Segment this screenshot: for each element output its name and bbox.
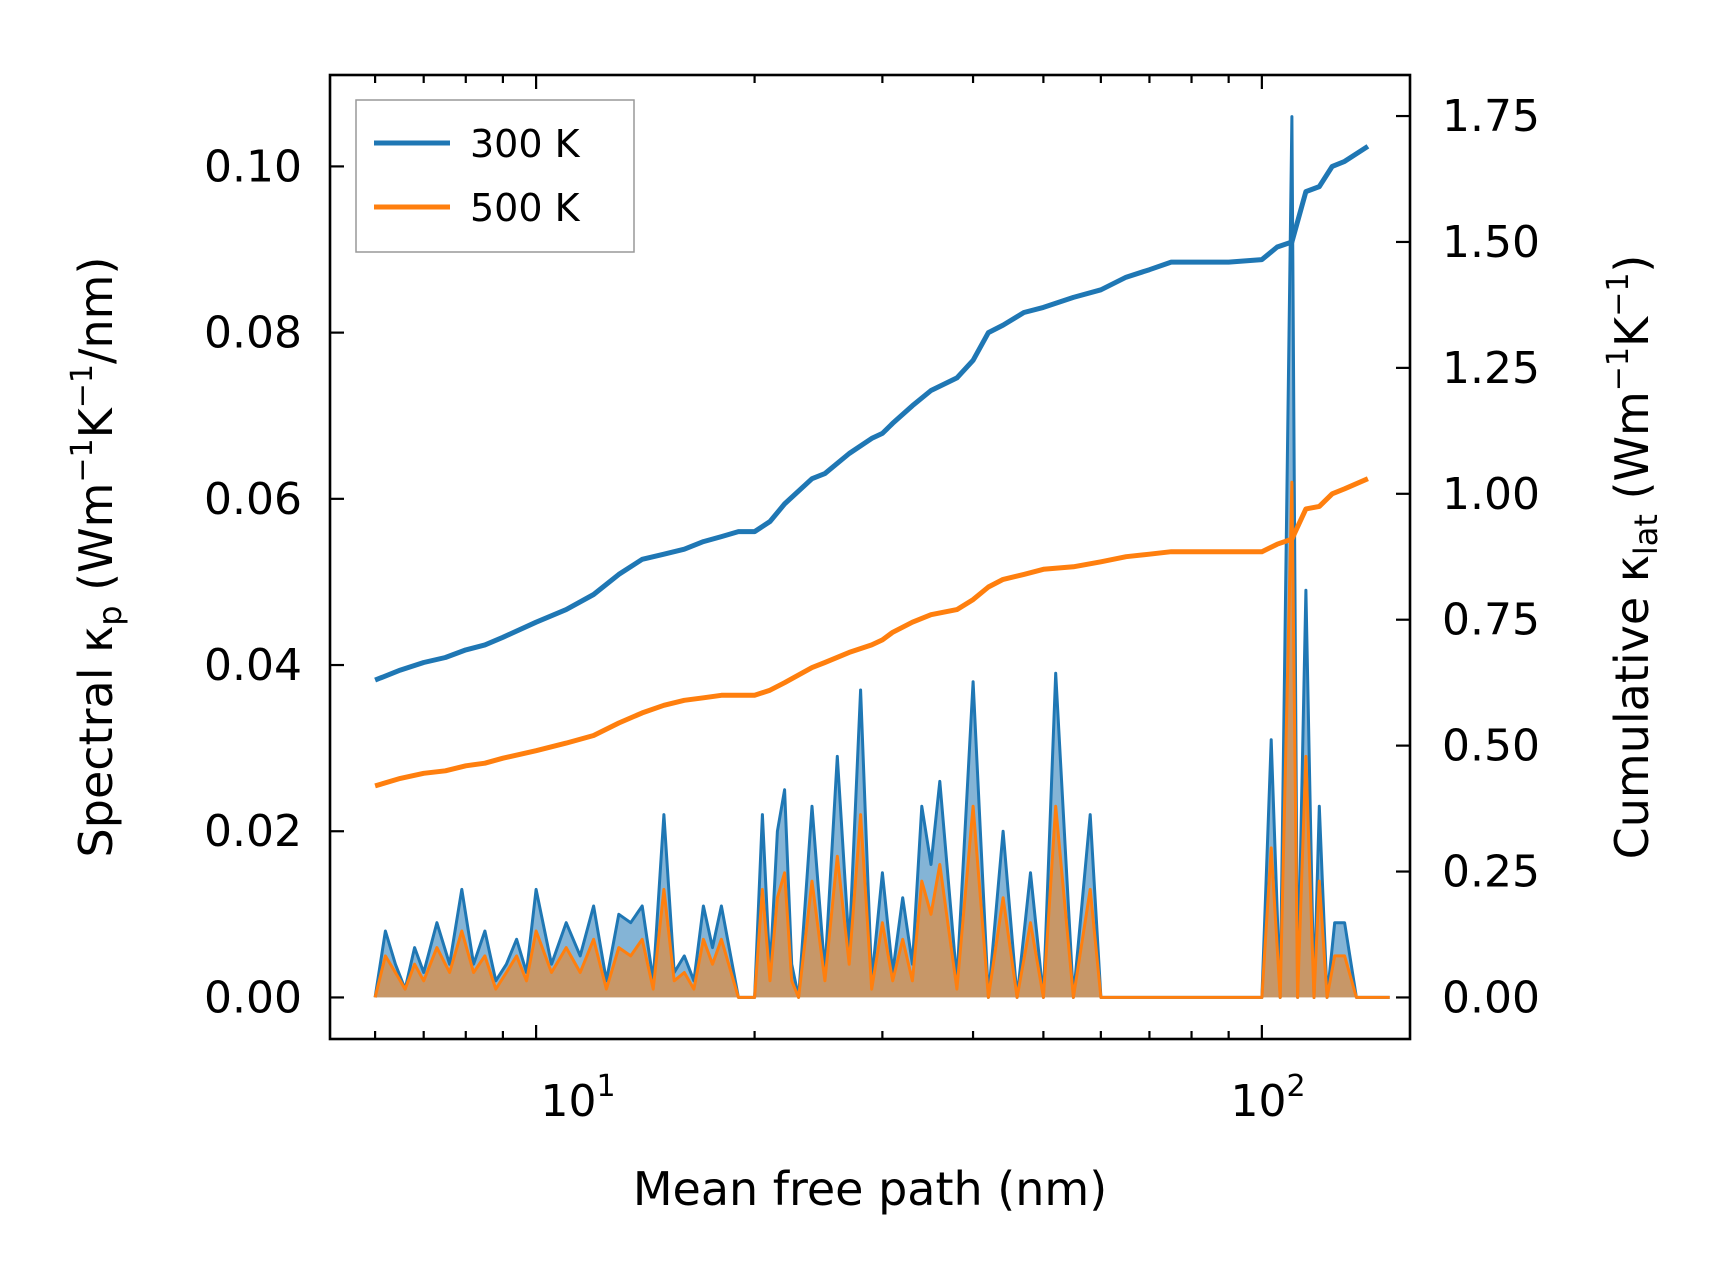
cumulative-line-500k <box>374 476 1369 789</box>
spectral-line-500k <box>373 480 1390 999</box>
cumulative-series-layer <box>374 144 1370 789</box>
cumulative-line-300k <box>374 144 1370 683</box>
y-left-tick-label: 0.02 <box>204 806 302 857</box>
y-left-tick-label: 0.00 <box>204 972 302 1023</box>
spectral-series-layer <box>373 115 1390 999</box>
y-right-tick-label: 0.25 <box>1442 847 1540 898</box>
y-right-tick-label: 1.00 <box>1442 469 1540 520</box>
x-axis-label: Mean free path (nm) <box>633 1162 1107 1216</box>
y-left-tick-label: 0.08 <box>204 308 302 359</box>
y-left-tick-label: 0.04 <box>204 640 302 691</box>
y-left-tick-label: 0.10 <box>204 141 302 192</box>
y-left-tick-label: 0.06 <box>204 474 302 525</box>
x-tick-label-100: 102 <box>1230 1069 1305 1127</box>
plot-frame <box>328 73 1412 1041</box>
y-right-tick-label: 0.75 <box>1442 595 1540 646</box>
y-right-tick-label: 0.00 <box>1442 972 1540 1023</box>
legend-label-300k: 300 K <box>470 122 581 166</box>
y-right-tick-label: 0.50 <box>1442 721 1540 772</box>
spectral-area-500k <box>375 482 1390 998</box>
legend: 300 K 500 K <box>355 99 635 253</box>
y-right-tick-label: 1.50 <box>1442 217 1540 268</box>
x-tick-label-10: 101 <box>540 1069 615 1127</box>
y-right-tick-label: 1.75 <box>1442 91 1540 142</box>
legend-box <box>355 99 635 253</box>
y-right-tick-label: 1.25 <box>1442 343 1540 394</box>
y-axis-label-left: Spectral κp (Wm−1K−1/nm) <box>65 257 129 858</box>
y-axis-label-right: Cumulative κlat (Wm−1K−1) <box>1601 255 1665 860</box>
legend-label-500k: 500 K <box>470 186 581 230</box>
ticks-layer: 0.00 0.02 0.04 0.06 0.08 0.10 0.00 0.25 0.50 0.75… <box>204 75 1540 1039</box>
